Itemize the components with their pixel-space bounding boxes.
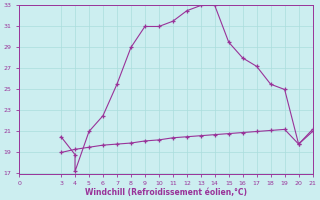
X-axis label: Windchill (Refroidissement éolien,°C): Windchill (Refroidissement éolien,°C) bbox=[85, 188, 247, 197]
